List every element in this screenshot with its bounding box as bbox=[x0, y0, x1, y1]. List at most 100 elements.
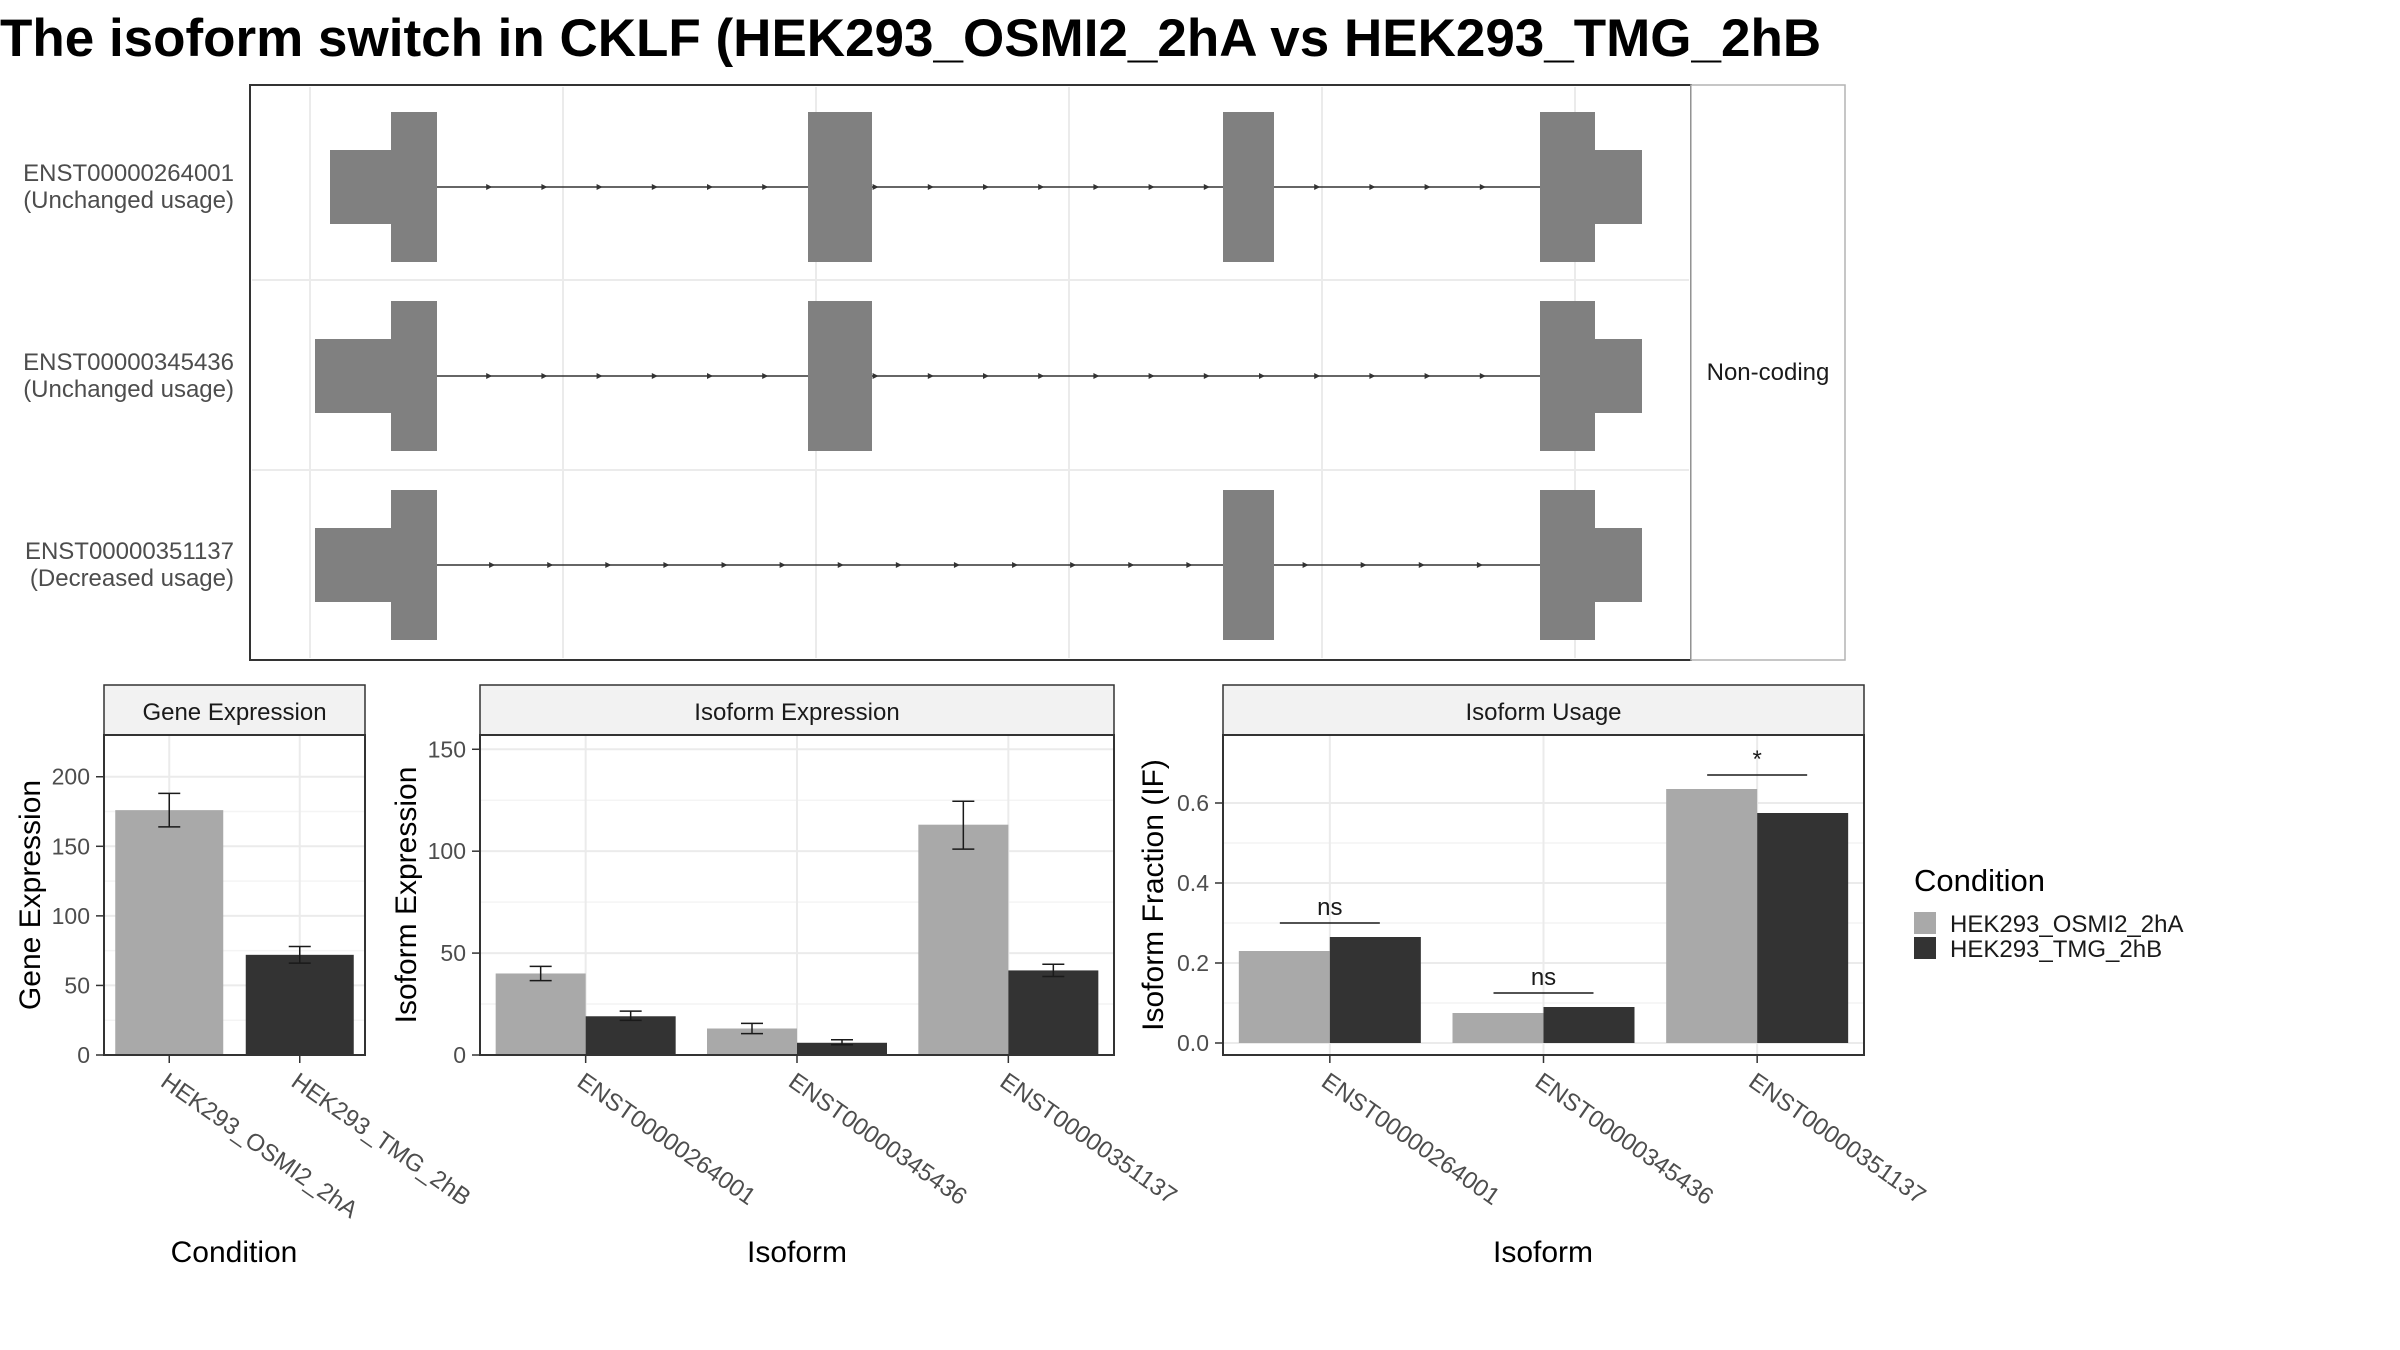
significance-label: ns bbox=[1531, 964, 1556, 991]
x-axis-title: Condition bbox=[171, 1236, 298, 1269]
strand-arrow bbox=[1070, 562, 1077, 568]
strand-arrow bbox=[605, 562, 612, 568]
y-axis-title: Isoform Fraction (IF) bbox=[1137, 759, 1170, 1031]
x-tick-label: ENST00000351137 bbox=[1744, 1068, 1931, 1210]
y-tick-label: 0 bbox=[453, 1042, 466, 1068]
utr-segment bbox=[330, 150, 392, 224]
strand-arrow bbox=[1128, 562, 1135, 568]
structure-tracks bbox=[315, 112, 1642, 640]
strand-arrow bbox=[1203, 184, 1210, 190]
strand-arrow bbox=[1369, 184, 1376, 190]
strand-arrow bbox=[541, 373, 548, 379]
y-tick-label: 100 bbox=[52, 903, 90, 929]
x-tick-label: ENST00000345436 bbox=[784, 1068, 972, 1211]
isoform-usage-panel: Isoform Usage ns ns * 0.0 0.2 0.4 0.6 Isoform Fr… bbox=[1137, 684, 1931, 1269]
panel-title: Gene Expression bbox=[142, 699, 326, 726]
strand-arrow bbox=[1314, 373, 1321, 379]
strand-arrow bbox=[721, 562, 728, 568]
bar bbox=[1329, 937, 1421, 1043]
strand-arrow bbox=[953, 562, 960, 568]
legend-swatch-a bbox=[1914, 912, 1936, 934]
exon bbox=[391, 301, 437, 451]
strand-arrow bbox=[1360, 562, 1367, 568]
strand-arrow bbox=[895, 562, 902, 568]
legend-swatch-b bbox=[1914, 937, 1936, 959]
strand-arrow bbox=[1093, 184, 1100, 190]
strand-arrow bbox=[486, 373, 493, 379]
strand-arrow bbox=[651, 373, 658, 379]
bar bbox=[1757, 813, 1849, 1043]
strand-arrow bbox=[927, 373, 934, 379]
bar bbox=[1543, 1007, 1635, 1043]
error-bar bbox=[158, 792, 181, 828]
transcript-track bbox=[315, 301, 1642, 451]
y-tick-label: 150 bbox=[52, 833, 90, 859]
strand-arrow bbox=[1259, 373, 1265, 379]
strand-arrow bbox=[1093, 373, 1100, 379]
bar bbox=[585, 1016, 676, 1055]
exon bbox=[808, 301, 872, 451]
bar bbox=[918, 824, 1009, 1055]
strand-arrow bbox=[1148, 373, 1155, 379]
strand-arrow bbox=[1038, 373, 1045, 379]
x-tick-label: ENST00000264001 bbox=[1316, 1068, 1504, 1211]
strand-arrow bbox=[489, 562, 496, 568]
strand-arrow bbox=[547, 562, 554, 568]
strand-arrow bbox=[779, 562, 786, 568]
panel-border bbox=[103, 734, 366, 1056]
bar bbox=[115, 810, 224, 1055]
bar bbox=[1008, 970, 1099, 1055]
exon bbox=[1540, 490, 1595, 640]
transcript-track bbox=[315, 490, 1642, 640]
utr-segment bbox=[1594, 339, 1642, 413]
isoform-labels: ENST00000264001(Unchanged usage)ENST0000… bbox=[23, 160, 234, 592]
strand-arrow bbox=[1186, 562, 1193, 568]
exon bbox=[1223, 112, 1274, 262]
utr-segment bbox=[1594, 528, 1642, 602]
utr-segment bbox=[315, 528, 392, 602]
strand-arrow bbox=[707, 373, 713, 379]
isoform-usage-label: (Unchanged usage) bbox=[23, 187, 234, 214]
strand-arrow bbox=[872, 373, 879, 379]
y-tick-label: 0.4 bbox=[1177, 870, 1209, 896]
strand-arrow bbox=[872, 184, 879, 190]
exon bbox=[1540, 301, 1595, 451]
strand-arrow bbox=[541, 184, 548, 190]
strand-arrow bbox=[707, 184, 713, 190]
structure-frame bbox=[249, 84, 1692, 661]
strand-arrow bbox=[1314, 184, 1321, 190]
strand-arrow bbox=[1369, 373, 1376, 379]
panel-title: Isoform Expression bbox=[694, 699, 899, 726]
strand-arrow bbox=[1479, 184, 1486, 190]
bar bbox=[1452, 1013, 1544, 1043]
transcript-track bbox=[330, 112, 1642, 262]
error-bar bbox=[619, 1010, 642, 1022]
strand-arrow bbox=[762, 373, 769, 379]
strand-arrow bbox=[596, 373, 603, 379]
strand-arrow bbox=[1203, 373, 1210, 379]
y-tick-label: 150 bbox=[428, 736, 466, 762]
y-tick-label: 0.6 bbox=[1177, 790, 1209, 816]
strand-arrow bbox=[486, 184, 493, 190]
legend-label-b: HEK293_TMG_2hB bbox=[1950, 936, 2162, 963]
isoform-id-label: ENST00000264001 bbox=[23, 160, 234, 187]
facet-strip bbox=[1222, 684, 1865, 736]
x-tick-label: ENST00000264001 bbox=[572, 1068, 760, 1211]
significance-label: ns bbox=[1317, 894, 1342, 921]
legend-title: Condition bbox=[1914, 863, 2045, 898]
y-axis-title: Isoform Expression bbox=[390, 767, 423, 1024]
strand-arrow bbox=[1424, 373, 1431, 379]
y-tick-label: 200 bbox=[52, 764, 90, 790]
exon bbox=[1223, 490, 1274, 640]
isoform-usage-label: (Decreased usage) bbox=[30, 565, 234, 592]
utr-segment bbox=[315, 339, 392, 413]
facet-strip bbox=[1690, 84, 1846, 661]
x-tick-label: ENST00000345436 bbox=[1530, 1068, 1718, 1211]
exon bbox=[808, 112, 872, 262]
strand-arrow bbox=[663, 562, 670, 568]
exon bbox=[391, 490, 437, 640]
x-axis-title: Isoform bbox=[747, 1236, 847, 1269]
panel-title: Isoform Usage bbox=[1465, 699, 1621, 726]
legend: Condition HEK293_OSMI2_2hA HEK293_TMG_2h… bbox=[1914, 863, 2183, 963]
strand-arrow bbox=[651, 184, 658, 190]
